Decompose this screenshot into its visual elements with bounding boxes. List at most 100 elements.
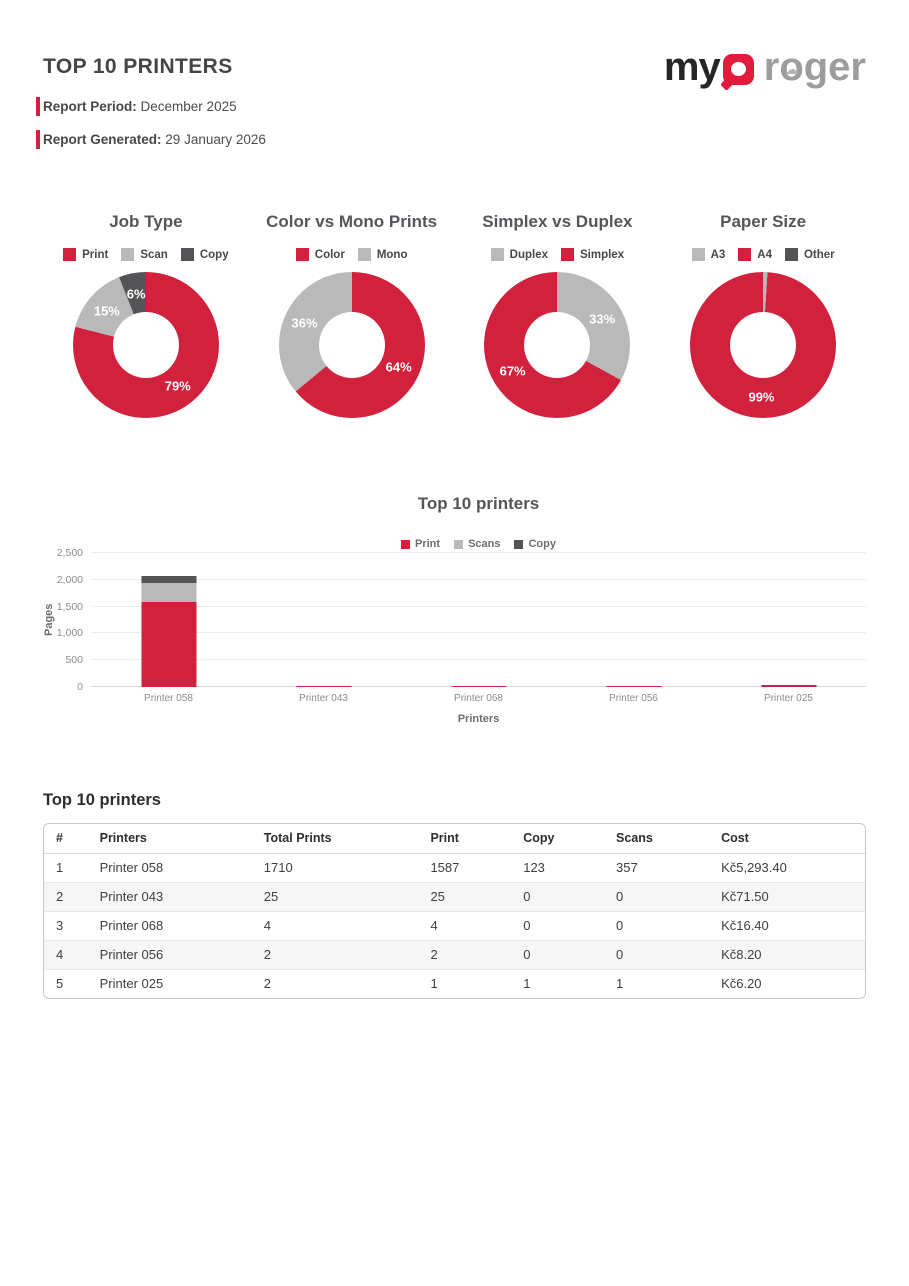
bar-category-slot: Printer 025 [711,553,866,704]
legend-label: Scan [140,248,168,261]
table-cell: 2 [263,976,272,992]
legend-label: Print [415,538,441,550]
donut-chart-job-type: Job Type Print Scan Copy 79% 15% 6% [43,212,249,418]
donut-slice-label: 15% [93,303,120,319]
donut-slice-label: 99% [748,389,775,405]
donut-legend: Duplex Simplex [490,248,624,261]
table-cell: 1 [56,860,64,875]
y-axis-tick: 0 [77,681,83,693]
gridline [91,552,866,553]
bar-segment-print [141,601,196,687]
x-axis-category-label: Printer 025 [764,693,813,704]
table-cell: Kč6.20 [721,976,762,992]
table-cell: Printer 043 [99,889,164,904]
bar-segment-print [606,686,661,687]
table-cell: 4 [263,918,272,933]
table-cell: 0 [615,889,624,904]
table-cell: 4 [56,947,64,962]
donut-hole [318,312,385,378]
donut-legend: A3 A4 Other [691,248,835,261]
legend-label: Copy [528,538,556,550]
legend-swatch-icon [738,248,752,261]
y-axis-tick: 1,500 [56,600,83,613]
donut-slice-label: 6% [126,286,146,302]
donut-paper-size: 99% [690,272,837,418]
bar-category-slot: Printer 043 [246,553,401,704]
logo-q-bubble-icon [722,53,754,85]
donut-hole [112,312,179,378]
table-cell: 123 [523,860,545,875]
report-period-label: Report Period: [43,99,137,114]
legend-label: A4 [757,248,772,261]
table-cell: 25 [430,889,445,904]
donut-title: Job Type [109,212,183,231]
table-column-header: Print [430,831,459,846]
logo-my-text: my [663,45,721,89]
table-cell: 0 [523,918,531,933]
table-cell: Kč5,293.40 [721,860,787,875]
table-column-header: Cost [721,831,749,846]
page-title: TOP 10 PRINTERS [43,55,233,78]
legend-swatch-icon [691,248,705,261]
table-cell: Kč16.40 [721,918,769,933]
table-section: Top 10 printers # Printers Total Prints Pri… [43,791,866,999]
donut-slice-label: 79% [164,378,191,394]
table-heading: Top 10 printers [43,791,161,809]
table-cell: 0 [615,918,624,933]
bar-category-slot: Printer 058 [91,553,246,704]
table-cell: Kč71.50 [721,889,769,904]
y-axis-tick: 2,500 [56,547,83,559]
x-axis-category-label: Printer 043 [299,693,348,704]
table-cell: Printer 056 [99,947,164,962]
legend-item: Print [401,538,440,550]
bar-segment-print [451,686,506,687]
logo-roger-text: ro ☁ ger [763,45,866,89]
gridline [91,632,866,634]
bar-category-slot: Printer 056 [556,553,711,704]
table-row: 3 Printer 068 4 4 0 0 Kč16.40 [44,911,865,940]
bar-segment-scans [761,685,816,687]
legend-label: Print [82,248,109,261]
legend-item: A4 [738,248,772,261]
printers-table: # Printers Total Prints Print Copy Scans Cost … [44,824,865,998]
legend-swatch-icon [490,248,504,261]
legend-item: Simplex [560,248,624,261]
x-axis-title: Printers [457,713,500,725]
table-row: 2 Printer 043 25 25 0 0 Kč71.50 [44,882,865,911]
legend-swatch-icon [454,539,464,549]
donut-job-type: 79% 15% 6% [72,272,219,418]
legend-item: Duplex [490,248,548,261]
legend-swatch-icon [357,248,371,261]
bar-chart-section: Top 10 printers Print Scans Copy Pages 0 50… [43,494,866,725]
legend-item: A3 [691,248,725,261]
donut-legend: Print Scan Copy [63,248,229,261]
bar-category-slot: Printer 068 [401,553,556,704]
stacked-bar-printer-025 [761,684,816,687]
table-column-header: Copy [523,831,555,846]
table-cell: 357 [615,860,638,875]
y-axis-tick: 2,000 [56,573,83,586]
table-cell: 0 [523,889,531,904]
table-cell: 5 [56,976,64,992]
donut-chart-paper-size: Paper Size A3 A4 Other 99% [660,212,866,418]
bar-chart-title: Top 10 printers [417,494,540,513]
legend-swatch-icon [514,539,524,549]
legend-swatch-icon [560,248,574,261]
table-header-row: # Printers Total Prints Print Copy Scans Cost [44,824,865,853]
donut-slice-label: 33% [589,311,616,327]
bar-chart-legend: Print Scans Copy [91,538,866,550]
legend-item: Color [295,248,345,261]
stacked-bar-printer-056 [606,686,661,687]
report-period-line: Report Period: December 2025 [36,96,866,117]
legend-label: Copy [199,248,229,261]
x-axis-category-label: Printer 058 [144,693,193,704]
donut-title: Simplex vs Duplex [482,212,633,231]
legend-swatch-icon [401,539,410,549]
bar-segment-print [296,685,351,687]
report-page: TOP 10 PRINTERS my ro ☁ ger Report Period:… [0,0,909,999]
table-cell: Printer 058 [99,860,164,875]
donut-slice-label: 36% [291,315,318,331]
stacked-bar-printer-068 [451,686,506,687]
stacked-bar-printer-043 [296,685,351,687]
table-cell: 2 [263,947,272,962]
